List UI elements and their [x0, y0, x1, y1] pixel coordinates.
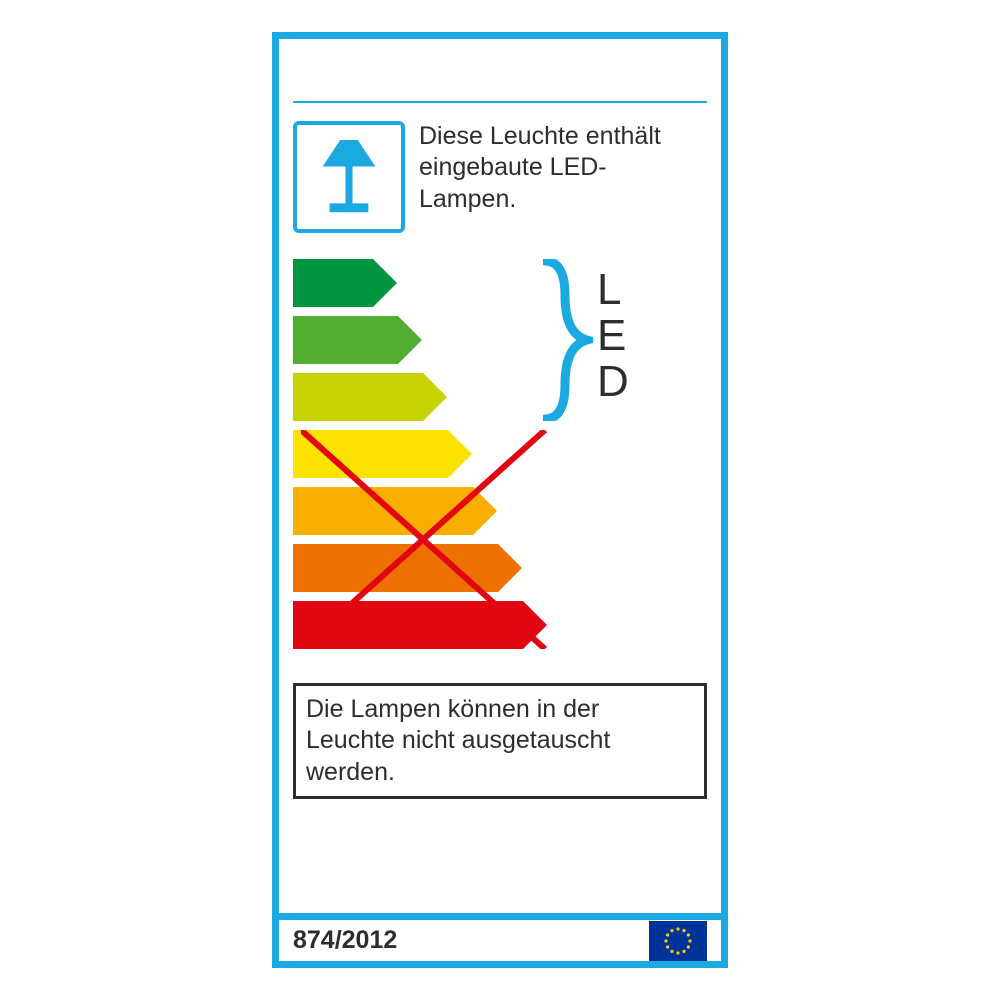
bottom-info-box: Die Lampen können in der Leuchte nicht a… — [293, 683, 707, 799]
lamp-icon-svg — [305, 133, 393, 221]
led-label: LED — [597, 267, 631, 406]
led-bracket-icon — [543, 259, 593, 421]
header-space — [279, 39, 721, 101]
not-applicable-cross-icon — [301, 430, 555, 649]
footer: 874/2012 — [279, 913, 721, 961]
energy-arrow-aplusplus: A++ — [293, 259, 397, 307]
info-row: Diese Leuchte enthält eingebaute LED- La… — [279, 103, 721, 233]
regulation-number: 874/2012 — [293, 926, 397, 955]
bottom-info-text: Die Lampen können in der Leuchte nicht a… — [306, 694, 694, 788]
energy-arrow-label: E — [303, 654, 320, 685]
energy-arrow-aplus: A+ — [293, 316, 422, 364]
energy-arrow-a: A — [293, 373, 447, 421]
energy-label-frame: Diese Leuchte enthält eingebaute LED- La… — [272, 32, 728, 968]
lamp-icon — [293, 121, 405, 233]
energy-chart: A++A+ABCDELED — [293, 259, 707, 661]
eu-flag-icon — [649, 921, 707, 961]
info-text: Diese Leuchte enthält eingebaute LED- La… — [419, 121, 707, 233]
